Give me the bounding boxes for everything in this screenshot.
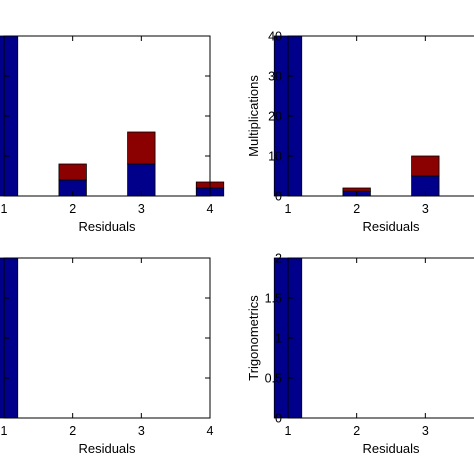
y-axis-label: Multiplications	[246, 75, 261, 157]
x-tick-label: 2	[69, 424, 76, 438]
y-tick-label: 10	[268, 150, 282, 164]
y-tick-label: 0	[275, 412, 282, 426]
axes-box	[287, 35, 474, 197]
y-tick-label: 20	[268, 110, 282, 124]
x-tick-label: 2	[69, 202, 76, 216]
x-tick-label: 3	[138, 424, 145, 438]
x-tick-label: 1	[1, 202, 8, 216]
x-tick-label: 1	[1, 424, 8, 438]
x-axis-label: Residuals	[362, 441, 420, 456]
y-tick-label: 2	[275, 252, 282, 266]
y-tick-label: 30	[268, 70, 282, 84]
axes-box	[287, 257, 474, 419]
y-tick-label: 1.5	[265, 292, 282, 306]
subplot-1: 1 2 3 4 Residuals	[0, 35, 225, 234]
x-axis-label: Residuals	[362, 219, 420, 234]
bar-upper-3	[411, 155, 440, 177]
x-tick-label: 3	[138, 202, 145, 216]
x-tick-label: 2	[353, 202, 360, 216]
axes-box	[3, 35, 211, 197]
y-tick-label: 1	[275, 332, 282, 346]
x-tick-label: 4	[207, 424, 214, 438]
x-tick-label: 3	[422, 202, 429, 216]
bar-upper-2	[342, 187, 371, 192]
x-axis-label: Residuals	[78, 441, 136, 456]
bar-upper-2	[58, 163, 87, 181]
x-tick-label: 4	[207, 202, 214, 216]
y-tick-label: 0.5	[265, 372, 282, 386]
bar-upper-3	[127, 131, 156, 165]
subplot-3: 1 2 3 4 Residuals	[0, 257, 214, 456]
axes-box	[3, 257, 211, 419]
y-axis-label: Trigonometrics	[246, 295, 261, 381]
x-axis-label: Residuals	[78, 219, 136, 234]
x-tick-label: 3	[422, 424, 429, 438]
x-tick-label: 1	[285, 424, 292, 438]
x-tick-label: 1	[285, 202, 292, 216]
x-tick-label: 2	[353, 424, 360, 438]
y-tick-label: 0	[275, 190, 282, 204]
y-tick-label: 40	[268, 30, 282, 44]
